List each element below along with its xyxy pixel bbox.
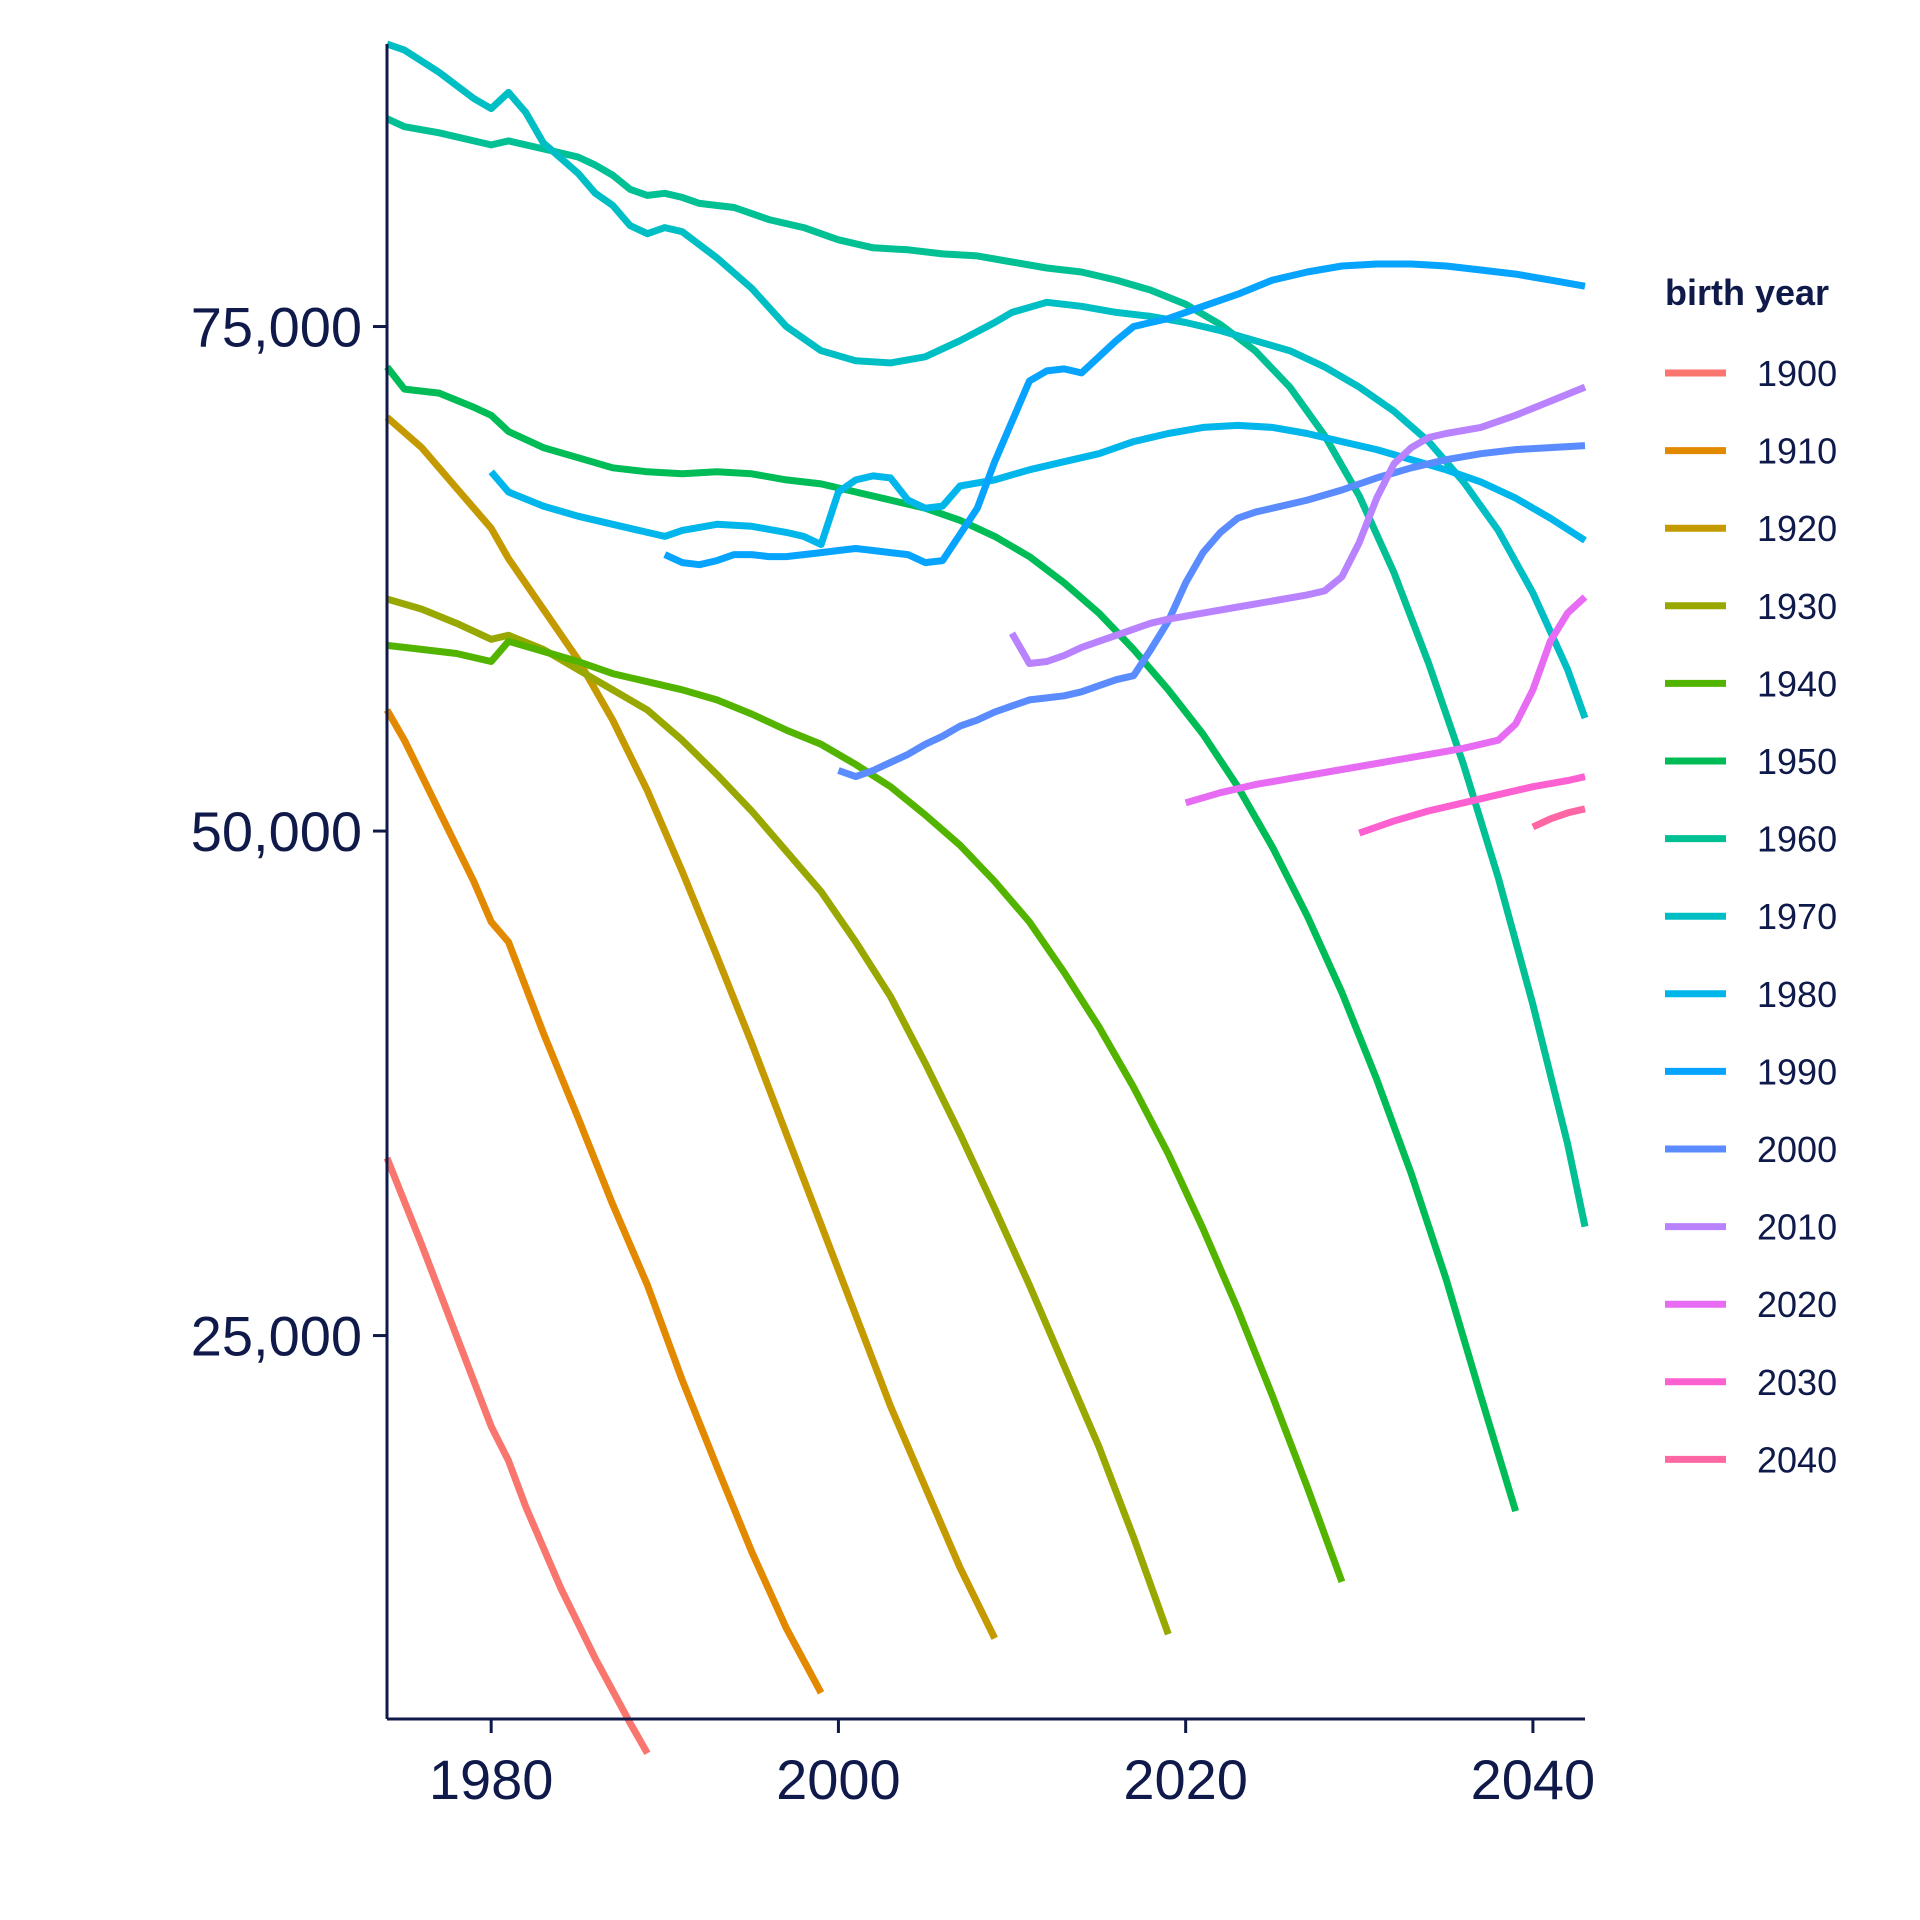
legend-label: 1970 bbox=[1757, 896, 1837, 937]
series-line-1900 bbox=[383, 1156, 651, 1756]
x-tick-label: 2000 bbox=[776, 1748, 901, 1811]
legend-label: 2010 bbox=[1757, 1207, 1837, 1248]
legend-label: 1920 bbox=[1757, 508, 1837, 549]
x-tick-label: 2020 bbox=[1123, 1748, 1248, 1811]
series-line-1920 bbox=[384, 414, 998, 1640]
y-axis-ticks: 25,000 50,000 75,000 bbox=[191, 296, 387, 1368]
legend-label: 2030 bbox=[1757, 1362, 1837, 1403]
series-line-2040 bbox=[1531, 805, 1586, 831]
series-line-1950 bbox=[384, 364, 1519, 1513]
series-line-1940 bbox=[386, 637, 1346, 1584]
legend-label: 1930 bbox=[1757, 586, 1837, 627]
legend-items: 1900 1910 1920 1930 1940 1950 1960 1970 1980 1990… bbox=[1665, 353, 1837, 1480]
legend-label: 2040 bbox=[1757, 1439, 1837, 1480]
legend-label: 1900 bbox=[1757, 353, 1837, 394]
x-axis-ticks: 1980 2000 2020 2040 bbox=[429, 1719, 1595, 1811]
y-tick-label: 75,000 bbox=[191, 296, 362, 359]
series-line-1980 bbox=[488, 421, 1587, 548]
legend: birth year 19001910192019301940195019601… bbox=[1665, 272, 1837, 1480]
series-line-2010 bbox=[1008, 383, 1587, 667]
legend-label: 1940 bbox=[1757, 663, 1837, 704]
y-tick-label: 25,000 bbox=[191, 1305, 362, 1368]
series-line-1960 bbox=[385, 115, 1589, 1228]
legend-label: 2020 bbox=[1757, 1284, 1837, 1325]
series-lines bbox=[383, 40, 1589, 1756]
series-line-2020 bbox=[1184, 594, 1588, 807]
series-line-1970 bbox=[385, 40, 1589, 720]
series-line-1910 bbox=[383, 708, 825, 1695]
x-tick-label: 2040 bbox=[1471, 1748, 1596, 1811]
y-tick-label: 50,000 bbox=[191, 800, 362, 863]
legend-title: birth year bbox=[1665, 272, 1829, 313]
series-line-2030 bbox=[1358, 773, 1586, 837]
legend-label: 1960 bbox=[1757, 819, 1837, 860]
legend-label: 1910 bbox=[1757, 431, 1837, 472]
series-line-1930 bbox=[386, 595, 1172, 1636]
legend-label: 1980 bbox=[1757, 974, 1837, 1015]
legend-label: 1990 bbox=[1757, 1051, 1837, 1092]
legend-label: 2000 bbox=[1757, 1129, 1837, 1170]
x-tick-label: 1980 bbox=[429, 1748, 554, 1811]
series-line-1990 bbox=[663, 260, 1586, 569]
legend-label: 1950 bbox=[1757, 741, 1837, 782]
